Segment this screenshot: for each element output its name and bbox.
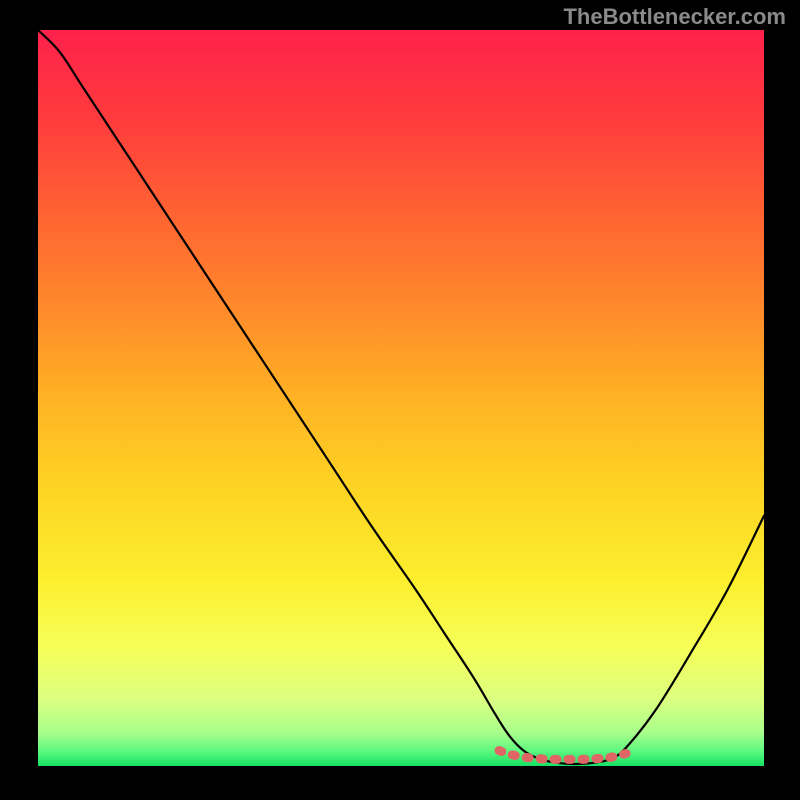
- curve-layer: [38, 30, 764, 766]
- chart-frame: TheBottlenecker.com: [0, 0, 800, 800]
- watermark-label: TheBottlenecker.com: [563, 4, 786, 30]
- highlight-curve: [499, 751, 626, 760]
- plot-area: [38, 30, 764, 766]
- main-curve: [38, 30, 764, 764]
